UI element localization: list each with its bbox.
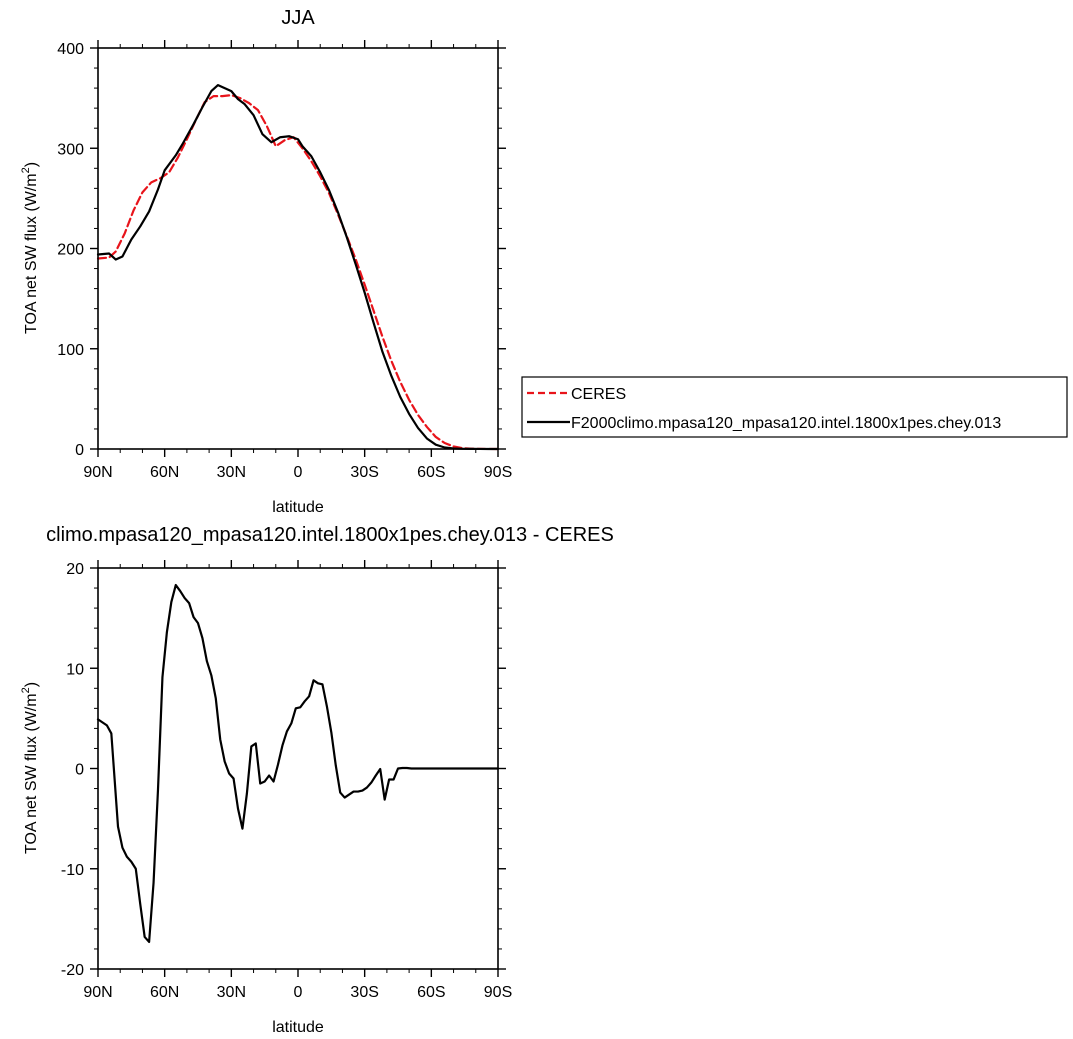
top-x-tick-label: 0 xyxy=(294,464,303,481)
bottom-series-line-0 xyxy=(96,583,500,944)
bottom-y-axis-label-close: ) xyxy=(23,682,40,687)
bottom-y-tick-label: -20 xyxy=(61,962,84,979)
top-y-axis-label: TOA net SW flux (W/m2) xyxy=(20,162,40,334)
bottom-chart-series xyxy=(96,583,500,944)
bottom-y-axis-label: TOA net SW flux (W/m2) xyxy=(20,682,40,854)
bottom-y-tick-label: -10 xyxy=(61,862,84,879)
bottom-x-tick-label: 90N xyxy=(83,984,112,1001)
bottom-chart-tick-labels: 90N 60N 30N 0 30S 60S 90S -20 -10 0 10 20 xyxy=(61,561,512,1001)
top-series-line-1 xyxy=(96,83,500,451)
bottom-x-axis-label: latitude xyxy=(272,1019,324,1036)
bottom-chart-panel: climo.mpasa120_mpasa120.intel.1800x1pes.… xyxy=(20,524,614,1036)
top-y-axis-label-sup: 2 xyxy=(20,167,32,173)
top-x-tick-label: 30N xyxy=(217,464,246,481)
bottom-y-tick-label: 20 xyxy=(66,561,84,578)
top-y-tick-label: 300 xyxy=(57,141,84,158)
top-series-line-0 xyxy=(96,94,500,451)
bottom-x-tick-label: 0 xyxy=(294,984,303,1001)
legend-frame xyxy=(521,376,1068,438)
top-plot-frame xyxy=(97,47,499,450)
bottom-y-axis-label-sup: 2 xyxy=(20,687,32,693)
top-y-axis-label-main: TOA net SW flux (W/m xyxy=(23,173,40,334)
top-chart-ticks xyxy=(90,40,506,457)
bottom-x-tick-label: 60N xyxy=(150,984,179,1001)
bottom-plot-frame xyxy=(97,567,499,970)
top-chart-panel: JJA 90N 60N 30N 0 30S 60S 90S 0 100 200 300 400 lat… xyxy=(20,7,1068,516)
top-chart-legend: CERES F2000climo.mpasa120_mpasa120.intel… xyxy=(521,376,1068,438)
top-y-axis-label-close: ) xyxy=(23,162,40,167)
bottom-x-tick-label: 90S xyxy=(484,984,512,1001)
top-chart-tick-labels: 90N 60N 30N 0 30S 60S 90S 0 100 200 300 400 xyxy=(57,41,512,481)
top-x-tick-label: 90S xyxy=(484,464,512,481)
bottom-x-tick-label: 60S xyxy=(417,984,445,1001)
top-x-tick-label: 30S xyxy=(350,464,378,481)
top-x-tick-label: 90N xyxy=(83,464,112,481)
top-x-axis-label: latitude xyxy=(272,499,324,516)
legend-label-ceres: CERES xyxy=(571,386,626,403)
bottom-y-axis-label-main: TOA net SW flux (W/m xyxy=(23,693,40,854)
legend-label-model: F2000climo.mpasa120_mpasa120.intel.1800x… xyxy=(571,415,1001,432)
top-y-tick-label: 0 xyxy=(75,442,84,459)
bottom-y-tick-label: 0 xyxy=(75,762,84,779)
top-y-tick-label: 400 xyxy=(57,41,84,58)
top-chart-series xyxy=(96,83,500,451)
top-chart-title: JJA xyxy=(281,7,315,29)
bottom-x-tick-label: 30N xyxy=(217,984,246,1001)
bottom-y-tick-label: 10 xyxy=(66,661,84,678)
top-x-tick-label: 60S xyxy=(417,464,445,481)
bottom-chart-title: climo.mpasa120_mpasa120.intel.1800x1pes.… xyxy=(46,524,614,546)
top-x-tick-label: 60N xyxy=(150,464,179,481)
top-y-tick-label: 100 xyxy=(57,342,84,359)
top-y-tick-label: 200 xyxy=(57,242,84,259)
bottom-x-tick-label: 30S xyxy=(350,984,378,1001)
